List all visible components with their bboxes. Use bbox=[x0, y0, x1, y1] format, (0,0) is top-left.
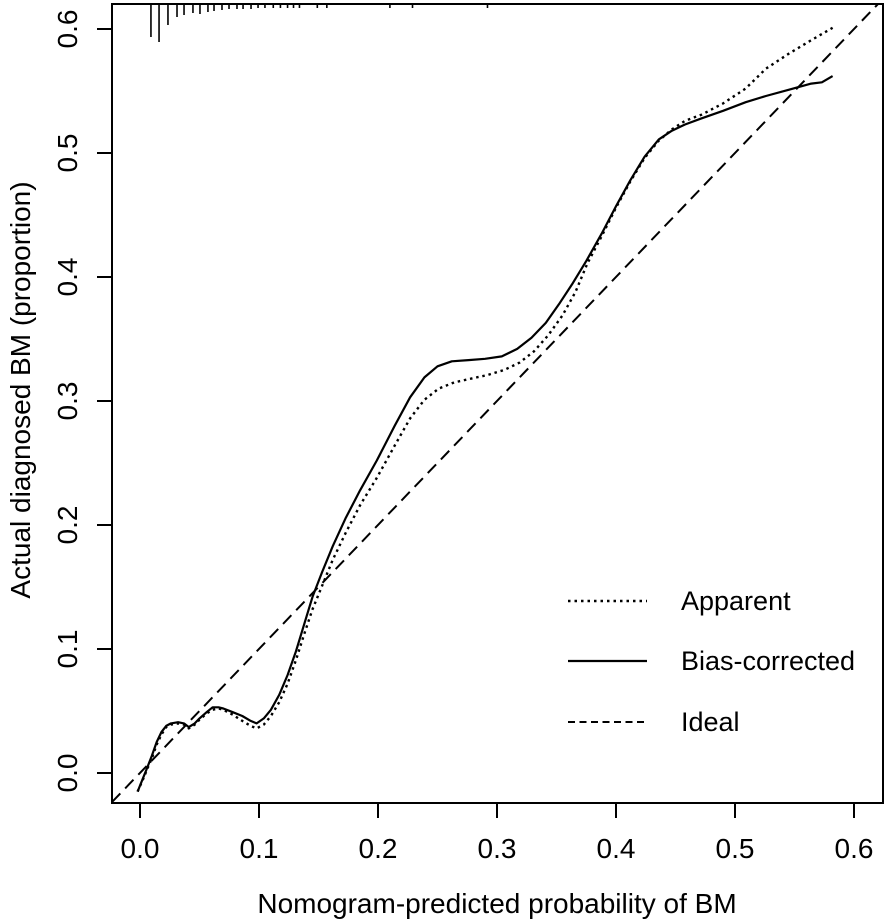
y-tick-label: 0.4 bbox=[52, 258, 83, 297]
y-tick-label: 0.2 bbox=[52, 506, 83, 545]
x-tick-label: 0.3 bbox=[478, 833, 517, 864]
legend-label-apparent: Apparent bbox=[681, 586, 791, 616]
y-tick-label: 0.1 bbox=[52, 630, 83, 669]
curve-bias-corrected bbox=[136, 75, 834, 793]
x-tick-label: 0.2 bbox=[359, 833, 398, 864]
x-axis-title: Nomogram-predicted probability of BM bbox=[257, 888, 736, 919]
legend-label-bias-corrected: Bias-corrected bbox=[681, 646, 855, 676]
y-axis-title: Actual diagnosed BM (proportion) bbox=[5, 181, 36, 598]
y-tick-label: 0.3 bbox=[52, 382, 83, 421]
chart-generated-layer: 0.0 0.1 0.2 0.3 0.4 0.5 0.6 0.0 0.1 0.2 0.3 0.4 0.5 0… bbox=[52, 3, 884, 864]
curve-ideal bbox=[111, 3, 879, 803]
y-tick-label: 0.0 bbox=[52, 754, 83, 793]
y-tick-label: 0.5 bbox=[52, 134, 83, 173]
x-tick-label: 0.4 bbox=[597, 833, 636, 864]
curve-apparent bbox=[136, 26, 834, 793]
y-tick-label: 0.6 bbox=[52, 10, 83, 49]
x-tick-label: 0.0 bbox=[121, 833, 160, 864]
x-tick-label: 0.1 bbox=[240, 833, 279, 864]
x-tick-label: 0.6 bbox=[835, 833, 874, 864]
x-tick-label: 0.5 bbox=[716, 833, 755, 864]
legend-label-ideal: Ideal bbox=[681, 707, 740, 737]
plot-box bbox=[111, 3, 884, 804]
